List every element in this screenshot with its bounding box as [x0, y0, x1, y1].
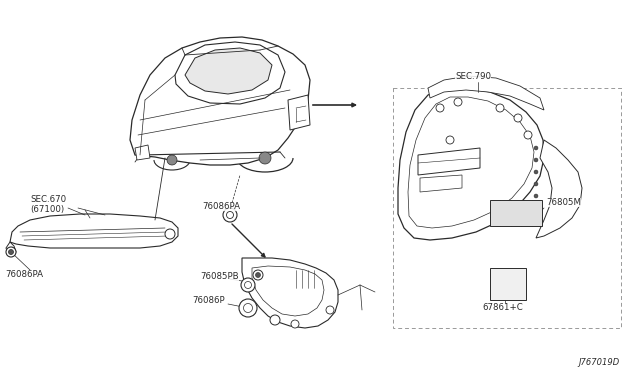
Circle shape [534, 182, 538, 186]
Circle shape [514, 114, 522, 122]
Circle shape [291, 320, 299, 328]
Text: J767019D: J767019D [579, 358, 620, 367]
Circle shape [8, 250, 13, 254]
Circle shape [534, 146, 538, 150]
Circle shape [446, 136, 454, 144]
Polygon shape [252, 266, 324, 316]
Polygon shape [175, 42, 285, 104]
Circle shape [244, 282, 252, 289]
Circle shape [496, 104, 504, 112]
Circle shape [270, 315, 280, 325]
Text: 76086PA: 76086PA [202, 202, 240, 211]
Polygon shape [398, 88, 544, 240]
Circle shape [165, 229, 175, 239]
Polygon shape [288, 95, 310, 130]
Circle shape [227, 212, 234, 218]
Circle shape [255, 273, 260, 278]
Text: 76086P: 76086P [192, 296, 225, 305]
Polygon shape [428, 76, 544, 110]
Circle shape [167, 155, 177, 165]
Text: 76086PA: 76086PA [5, 270, 43, 279]
Polygon shape [130, 37, 310, 165]
Circle shape [326, 306, 334, 314]
Circle shape [534, 158, 538, 162]
Circle shape [223, 208, 237, 222]
FancyBboxPatch shape [490, 268, 526, 300]
FancyBboxPatch shape [290, 270, 320, 288]
FancyBboxPatch shape [490, 200, 542, 226]
Polygon shape [536, 140, 582, 238]
Text: 76085PB: 76085PB [200, 272, 239, 281]
Polygon shape [6, 242, 16, 256]
Polygon shape [185, 48, 272, 94]
Polygon shape [420, 175, 462, 192]
Circle shape [241, 278, 255, 292]
Circle shape [6, 247, 16, 257]
Circle shape [253, 270, 263, 280]
Circle shape [243, 304, 253, 312]
Circle shape [534, 170, 538, 174]
Text: SEC.790: SEC.790 [455, 72, 491, 81]
Text: SEC.670
(67100): SEC.670 (67100) [30, 195, 66, 214]
Circle shape [534, 194, 538, 198]
Polygon shape [10, 214, 178, 248]
Polygon shape [408, 97, 534, 228]
Polygon shape [135, 145, 150, 160]
Polygon shape [418, 148, 480, 175]
Circle shape [436, 104, 444, 112]
Circle shape [259, 152, 271, 164]
Circle shape [239, 299, 257, 317]
Polygon shape [242, 258, 338, 328]
Circle shape [454, 98, 462, 106]
Text: 76805M: 76805M [546, 198, 581, 207]
Text: 67861+C: 67861+C [482, 303, 523, 312]
Circle shape [524, 131, 532, 139]
